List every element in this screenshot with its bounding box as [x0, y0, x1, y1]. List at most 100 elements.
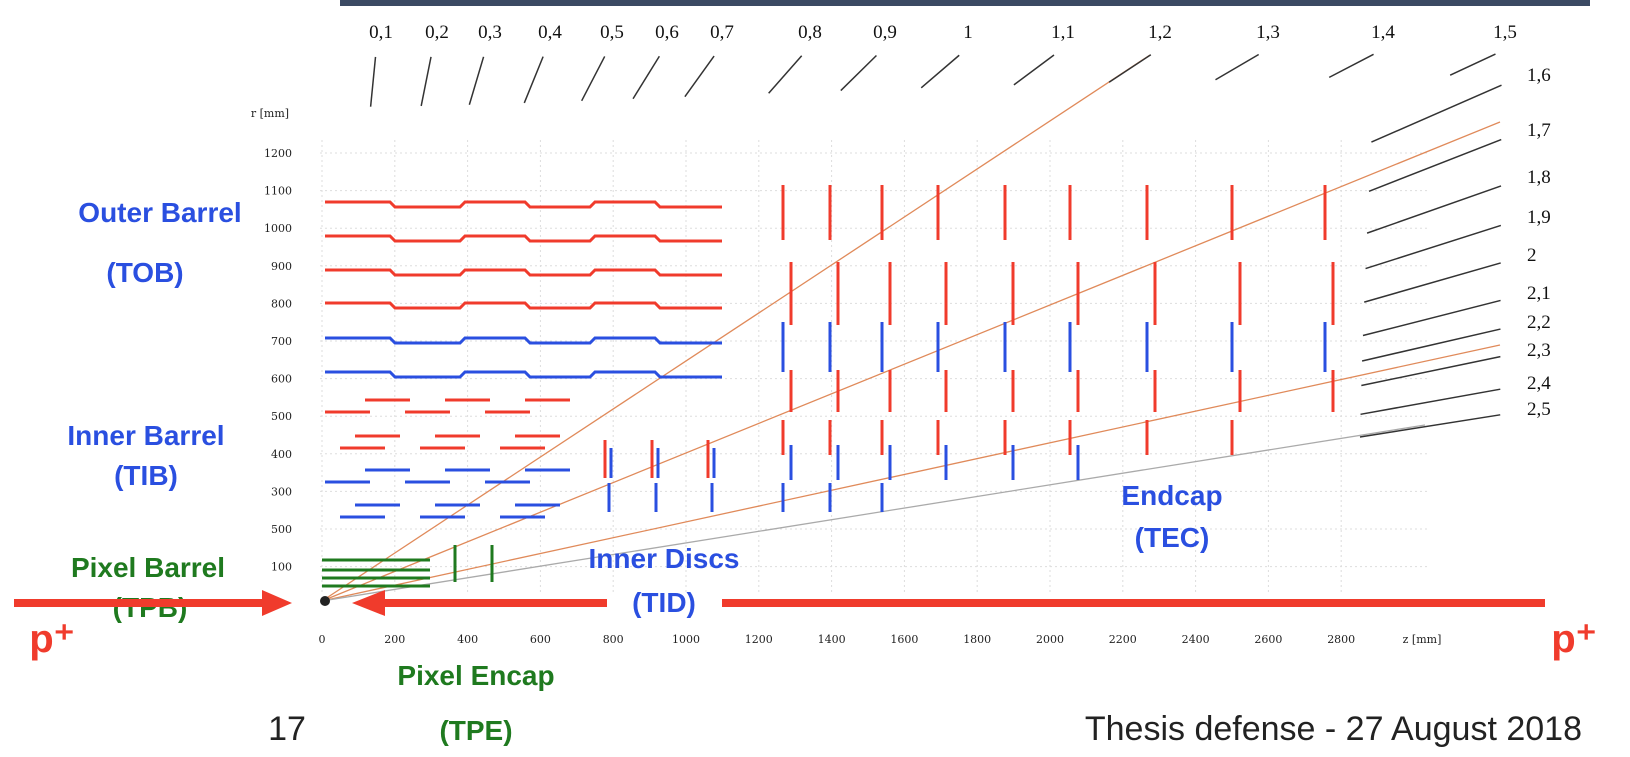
label: (TPB)	[113, 592, 188, 623]
eta-line	[1371, 84, 1502, 143]
eta-label: 1,1	[1051, 22, 1075, 43]
eta-label: 1,5	[1493, 22, 1517, 43]
eta-line	[920, 54, 960, 89]
z-tick-label: 2000	[1036, 633, 1064, 646]
eta-line	[1215, 53, 1260, 81]
detector-layout	[321, 54, 1501, 602]
r-axis-label: r [mm]	[251, 107, 289, 120]
tob-layer	[325, 301, 722, 310]
eta-label: 2,2	[1527, 312, 1551, 333]
track-ray	[321, 424, 1426, 602]
r-tick-label: 400	[271, 448, 292, 461]
eta-line	[684, 55, 715, 98]
eta-line	[369, 56, 377, 107]
label: (TID)	[632, 587, 696, 618]
eta-label: 0,9	[873, 22, 897, 43]
eta-label: 1,3	[1256, 22, 1280, 43]
z-tick-label: 1600	[890, 633, 918, 646]
eta-label: 1	[963, 22, 973, 43]
r-tick-label: 800	[271, 297, 292, 310]
label: Outer Barrel	[78, 197, 241, 228]
r-tick-label: 1100	[264, 185, 292, 198]
r-tick-label: 700	[271, 335, 292, 348]
z-tick-label: 2800	[1327, 633, 1355, 646]
eta-line	[1328, 53, 1374, 79]
eta-line	[1366, 185, 1502, 234]
label: Inner Discs	[589, 543, 740, 574]
tob-layer	[325, 268, 722, 277]
eta-label: 0,5	[600, 22, 624, 43]
eta-lines: 0,1 0,2 0,3 0,4 0,5 0,6 0,7 0,8 0,9 1 1,1 1,2 1,3 1,4…	[369, 22, 1551, 438]
r-tick-label: 1200	[264, 147, 292, 160]
z-axis-label: z [mm]	[1403, 633, 1442, 646]
tob-layer	[325, 370, 722, 379]
eta-label: 2,1	[1527, 283, 1551, 304]
z-tick-label: 1400	[818, 633, 846, 646]
z-tick-label: 0	[319, 633, 326, 646]
r-tick-label: 500	[271, 523, 292, 536]
tob-layer	[325, 234, 722, 243]
interaction-point	[320, 596, 330, 606]
r-tick-label: 1000	[264, 222, 292, 235]
eta-line	[1360, 388, 1501, 416]
tob-layer	[325, 336, 722, 345]
r-tick-label: 100	[271, 561, 292, 574]
eta-label: 1,9	[1527, 207, 1551, 228]
label: Endcap	[1121, 480, 1222, 511]
eta-label: 0,1	[369, 22, 393, 43]
z-tick-label: 600	[530, 633, 551, 646]
eta-label: 1,7	[1527, 120, 1551, 141]
tob-layer	[325, 200, 722, 209]
z-tick-label: 1000	[672, 633, 700, 646]
z-tick-label: 2600	[1254, 633, 1282, 646]
label: Pixel Encap	[397, 660, 554, 691]
eta-line	[1363, 262, 1501, 303]
eta-label: 0,2	[425, 22, 449, 43]
eta-line	[1361, 328, 1501, 362]
eta-line	[840, 54, 877, 92]
eta-label: 1,4	[1371, 22, 1395, 43]
track-ray	[321, 121, 1501, 602]
z-tick-label: 1200	[745, 633, 773, 646]
z-tick-label: 800	[603, 633, 624, 646]
eta-label: 2	[1527, 245, 1537, 266]
eta-label: 2,5	[1527, 399, 1551, 420]
label: (TEC)	[1135, 522, 1210, 553]
z-tick-label: 200	[384, 633, 405, 646]
eta-line	[1449, 53, 1496, 76]
r-tick-label: 600	[271, 373, 292, 386]
eta-label: 2,3	[1527, 340, 1551, 361]
eta-line	[1362, 299, 1501, 337]
label: (TPE)	[439, 715, 512, 746]
r-tick-label: 900	[271, 260, 292, 273]
eta-label: 0,4	[538, 22, 562, 43]
eta-line	[632, 55, 661, 100]
eta-label: 0,8	[798, 22, 822, 43]
eta-line	[523, 56, 544, 104]
eta-line	[580, 56, 606, 102]
eta-line	[468, 56, 485, 105]
eta-label: 2,4	[1527, 373, 1551, 394]
label: Pixel Barrel	[71, 552, 225, 583]
z-tick-label: 400	[457, 633, 478, 646]
eta-label: 1,2	[1148, 22, 1172, 43]
eta-line	[1108, 54, 1152, 83]
label: (TOB)	[106, 257, 183, 288]
eta-line	[420, 56, 432, 107]
eta-line	[768, 55, 803, 94]
z-tick-label: 2400	[1182, 633, 1210, 646]
eta-line	[1365, 224, 1502, 270]
grid	[320, 140, 1430, 595]
r-tick-label: 300	[271, 485, 292, 498]
axis-ticks: 1200110010009008007006005004003005001000…	[264, 147, 1355, 646]
proton-label: p⁺	[1551, 617, 1597, 661]
z-tick-label: 2200	[1109, 633, 1137, 646]
eta-label: 0,7	[710, 22, 734, 43]
eta-label: 1,6	[1527, 65, 1551, 86]
label: Inner Barrel	[67, 420, 224, 451]
proton-arrows	[14, 590, 1545, 616]
slide-number: 17	[268, 710, 306, 748]
track-ray	[321, 344, 1501, 602]
caption: Thesis defense - 27 August 2018	[1085, 710, 1582, 748]
